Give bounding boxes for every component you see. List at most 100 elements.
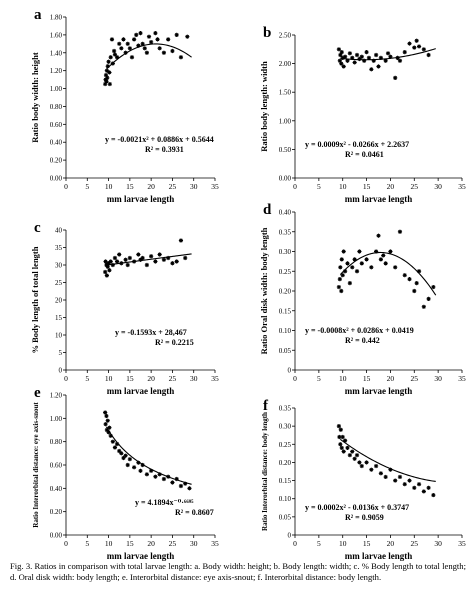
r-squared: R² = 0.0461 bbox=[345, 150, 384, 159]
data-point bbox=[374, 249, 379, 254]
data-point bbox=[336, 47, 341, 52]
y-axis-label: Ratio Interorbital distance: eye axis-sn… bbox=[32, 402, 40, 528]
data-point bbox=[123, 257, 128, 262]
y-tick-label: 0 bbox=[288, 367, 292, 375]
data-point bbox=[364, 460, 369, 465]
y-tick-label: 0 bbox=[59, 367, 63, 375]
data-point bbox=[339, 288, 344, 294]
data-point bbox=[366, 55, 372, 60]
x-axis-label: mm larvae length bbox=[345, 194, 413, 204]
y-tick-label: 30 bbox=[55, 262, 63, 270]
y-tick-label: 1.80 bbox=[50, 14, 63, 22]
x-axis-label: mm larvae length bbox=[345, 386, 413, 396]
data-point bbox=[136, 43, 141, 48]
data-point bbox=[136, 460, 141, 465]
data-point bbox=[153, 31, 158, 36]
data-point bbox=[104, 413, 109, 419]
data-point bbox=[347, 453, 352, 458]
data-point bbox=[107, 425, 112, 430]
trendline bbox=[106, 43, 192, 70]
data-point bbox=[149, 468, 154, 473]
data-point bbox=[369, 67, 374, 72]
data-point bbox=[362, 58, 367, 63]
data-point bbox=[157, 46, 162, 51]
data-point bbox=[402, 273, 407, 278]
panel-label: e bbox=[34, 385, 41, 401]
data-point bbox=[378, 471, 383, 476]
data-point bbox=[383, 58, 388, 63]
data-point bbox=[114, 441, 120, 447]
data-point bbox=[426, 296, 431, 301]
data-point bbox=[136, 252, 141, 257]
data-point bbox=[426, 485, 431, 490]
x-tick-label: 20 bbox=[387, 539, 395, 548]
data-point bbox=[121, 455, 126, 461]
data-point bbox=[183, 481, 188, 486]
y-tick-label: 1.50 bbox=[279, 89, 292, 97]
data-point bbox=[105, 264, 110, 269]
data-point bbox=[144, 50, 149, 55]
y-tick-label: 20 bbox=[55, 297, 63, 305]
x-tick-label: 0 bbox=[64, 182, 68, 191]
y-axis-label: Ratio body length: width bbox=[259, 61, 269, 152]
x-tick-label: 0 bbox=[64, 539, 68, 548]
data-point bbox=[395, 55, 400, 60]
data-point bbox=[103, 81, 108, 87]
data-point bbox=[119, 261, 124, 266]
data-point bbox=[383, 261, 388, 266]
data-point bbox=[183, 255, 188, 261]
x-tick-label: 25 bbox=[411, 374, 419, 383]
y-tick-label: 1.40 bbox=[50, 49, 63, 57]
data-point bbox=[185, 34, 190, 39]
data-point bbox=[364, 50, 369, 55]
x-tick-label: 5 bbox=[317, 182, 321, 191]
data-point bbox=[354, 269, 360, 274]
y-tick-label: 0.00 bbox=[279, 175, 292, 183]
data-point bbox=[414, 38, 419, 43]
y-tick-label: 0.15 bbox=[279, 477, 292, 485]
data-point bbox=[431, 492, 436, 498]
data-point bbox=[350, 55, 355, 60]
data-point bbox=[144, 262, 149, 268]
data-point bbox=[352, 456, 357, 461]
x-tick-label: 15 bbox=[126, 182, 134, 191]
data-point bbox=[110, 61, 115, 66]
data-point bbox=[105, 75, 110, 80]
data-point bbox=[340, 273, 345, 278]
x-tick-label: 15 bbox=[126, 374, 134, 383]
y-tick-label: 0.10 bbox=[279, 327, 292, 335]
x-tick-label: 10 bbox=[339, 374, 347, 383]
y-tick-label: 2.50 bbox=[279, 32, 292, 40]
y-tick-label: 0.40 bbox=[50, 139, 63, 147]
data-point bbox=[402, 482, 407, 487]
data-point bbox=[127, 46, 132, 51]
x-tick-label: 15 bbox=[126, 539, 134, 548]
y-tick-label: 40 bbox=[55, 227, 63, 235]
y-axis-label: Ratio Interorbital distance: body length bbox=[261, 412, 269, 531]
y-tick-label: 2.00 bbox=[279, 60, 292, 68]
x-tick-label: 25 bbox=[411, 182, 419, 191]
data-point bbox=[149, 39, 154, 45]
data-point bbox=[127, 255, 132, 261]
data-point bbox=[369, 467, 374, 472]
data-point bbox=[107, 70, 112, 75]
y-tick-label: 10 bbox=[55, 332, 63, 340]
y-tick-label: 0.60 bbox=[50, 121, 63, 129]
data-point bbox=[174, 32, 179, 37]
data-point bbox=[155, 37, 160, 42]
data-point bbox=[397, 229, 403, 234]
data-point bbox=[364, 257, 369, 262]
y-tick-label: 0.15 bbox=[279, 307, 292, 315]
x-tick-label: 10 bbox=[339, 539, 347, 548]
data-point bbox=[106, 430, 111, 435]
data-point bbox=[402, 50, 407, 55]
x-tick-label: 35 bbox=[458, 539, 466, 548]
data-point bbox=[383, 474, 388, 480]
y-tick-label: 0.05 bbox=[279, 513, 292, 521]
data-point bbox=[125, 41, 130, 46]
data-point bbox=[119, 451, 124, 456]
x-tick-label: 35 bbox=[211, 182, 219, 191]
chart-panel-c: 0 5 10 15 20 25 30 35 40 0 5 10 15 20 25 30 35 mm larvae … bbox=[30, 220, 219, 396]
r-squared: R² = 0.442 bbox=[345, 336, 380, 345]
